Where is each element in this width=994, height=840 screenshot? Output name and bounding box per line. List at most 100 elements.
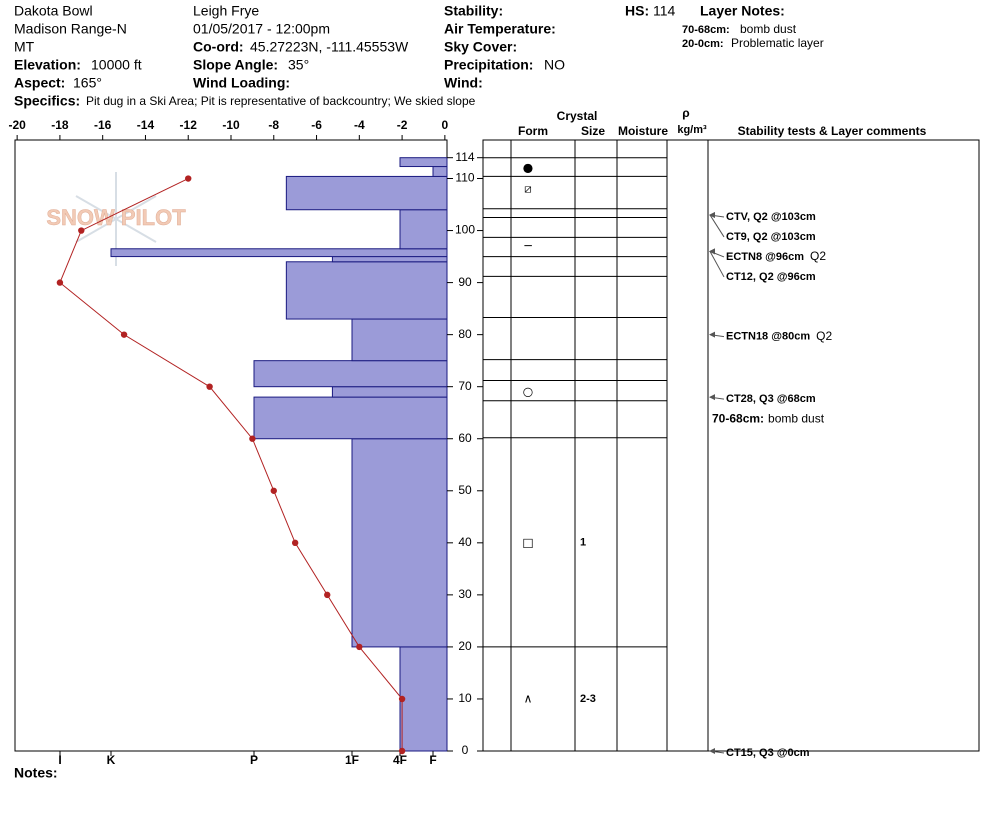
field-label: Specifics: bbox=[14, 93, 80, 109]
note-text: Problematic layer bbox=[731, 36, 824, 50]
stability-test: CT28, Q3 @68cm bbox=[726, 393, 816, 405]
hardness-bar bbox=[331, 256, 448, 263]
x-tick-label: -20 bbox=[8, 118, 26, 132]
y-tick-label: 70 bbox=[458, 379, 472, 393]
field-label: Co-ord: bbox=[193, 39, 244, 55]
field-label: Aspect: bbox=[14, 75, 65, 91]
hardness-bar bbox=[285, 261, 448, 320]
field-value: 114 bbox=[653, 3, 676, 19]
notes-label: Notes: bbox=[14, 765, 58, 781]
hardness-tick-label: 1F bbox=[345, 753, 359, 767]
layer-panel bbox=[482, 139, 980, 752]
field-value: 10000 ft bbox=[91, 57, 142, 73]
hardness-tick-label: K bbox=[107, 753, 116, 767]
field-label: Layer Notes: bbox=[700, 3, 785, 19]
field-value: 165° bbox=[73, 75, 102, 91]
arrow-head bbox=[709, 394, 715, 401]
column-header: Moisture bbox=[618, 124, 668, 138]
column-header: kg/m³ bbox=[677, 124, 707, 136]
x-tick-label: -4 bbox=[354, 118, 365, 132]
crystal-form: ∧ bbox=[524, 691, 533, 705]
x-tick-label: 0 bbox=[442, 118, 449, 132]
test-quality: Q2 bbox=[810, 249, 826, 263]
temperature-point bbox=[270, 487, 277, 494]
comment-range: 70-68cm: bbox=[712, 411, 764, 425]
x-tick-label: -14 bbox=[137, 118, 155, 132]
state: MT bbox=[14, 39, 35, 55]
observer: Leigh Frye bbox=[193, 3, 259, 19]
test-arrow bbox=[709, 214, 725, 238]
field-label: Sky Cover: bbox=[444, 39, 517, 55]
crystal-form: ⧄ bbox=[524, 181, 532, 195]
column-header: Crystal bbox=[557, 109, 598, 123]
note-text: bomb dust bbox=[740, 22, 797, 36]
note-range: 20-0cm: bbox=[682, 38, 724, 50]
field-label: HS: bbox=[625, 3, 649, 19]
hardness-bar bbox=[399, 209, 448, 250]
test-arrow bbox=[709, 251, 725, 278]
x-tick-label: -8 bbox=[268, 118, 279, 132]
stability-test: CT12, Q2 @96cm bbox=[726, 271, 816, 283]
header: Dakota Bowl Madison Range-N MT Elevation… bbox=[14, 3, 824, 109]
location: Dakota Bowl bbox=[14, 3, 93, 19]
hardness-tick-label: P bbox=[250, 753, 258, 767]
field-value: 45.27223N, -111.45553W bbox=[250, 39, 409, 55]
y-tick-label: 90 bbox=[458, 275, 472, 289]
y-tick-label: 110 bbox=[455, 171, 474, 185]
hardness-tick-label: I bbox=[58, 753, 61, 767]
temperature-point bbox=[206, 383, 213, 390]
y-tick-label: 40 bbox=[458, 535, 472, 549]
logo-text: SNOW PILOT bbox=[46, 205, 186, 230]
temperature-point bbox=[78, 227, 85, 234]
field-label: Air Temperature: bbox=[444, 21, 556, 37]
hardness-bar bbox=[253, 396, 448, 440]
datetime: 01/05/2017 - 12:00pm bbox=[193, 21, 330, 37]
crystal-form: ● bbox=[523, 161, 533, 175]
temperature-point bbox=[291, 539, 299, 547]
column-header: Size bbox=[581, 124, 605, 138]
hardness-tick-label: F bbox=[429, 753, 436, 767]
x-tick-label: -6 bbox=[311, 118, 322, 132]
y-tick-label: 0 bbox=[462, 743, 469, 757]
temperature-line bbox=[59, 178, 403, 751]
stability-test: CTV, Q2 @103cm bbox=[726, 211, 816, 223]
temperature-point bbox=[185, 175, 192, 182]
crystal-form: ○ bbox=[523, 384, 533, 398]
hardness-tick-label: 4F bbox=[393, 753, 407, 767]
crystal-form: □ bbox=[522, 535, 533, 549]
column-header: Form bbox=[518, 124, 548, 138]
hardness-bar bbox=[399, 157, 448, 168]
y-tick-label: 20 bbox=[458, 639, 472, 653]
x-tick-label: -12 bbox=[180, 118, 198, 132]
arrow-head bbox=[709, 331, 715, 338]
field-label: Wind Loading: bbox=[193, 75, 290, 91]
y-tick-label: 10 bbox=[458, 691, 472, 705]
crystal-size: 2-3 bbox=[580, 693, 596, 705]
test-quality: Q2 bbox=[816, 329, 832, 343]
field-value: 35° bbox=[288, 57, 309, 73]
temperature-point bbox=[398, 747, 406, 755]
y-tick-label: 30 bbox=[458, 587, 472, 601]
temperature-point bbox=[324, 591, 331, 599]
x-tick-label: -10 bbox=[222, 118, 240, 132]
temperature-point bbox=[56, 279, 64, 286]
hardness-bar bbox=[253, 360, 448, 388]
temperature-point bbox=[398, 695, 406, 703]
column-header: Stability tests & Layer comments bbox=[738, 124, 927, 138]
hardness-bar bbox=[331, 386, 448, 398]
x-tick-label: -2 bbox=[397, 118, 408, 132]
y-tick-label: 60 bbox=[458, 431, 472, 445]
hardness-bar bbox=[432, 166, 448, 177]
hardness-bar bbox=[285, 175, 448, 211]
column-headers: Crystal Form Size Moisture ρ kg/m³ Stabi… bbox=[518, 106, 927, 138]
stability-test: CT15, Q3 @0cm bbox=[726, 747, 810, 759]
x-tick-label: -16 bbox=[94, 118, 112, 132]
temperature-point bbox=[249, 435, 256, 442]
hardness-bar bbox=[399, 646, 448, 752]
arrow-head bbox=[709, 748, 715, 754]
comment-text: bomb dust bbox=[768, 411, 825, 425]
temperature-point bbox=[356, 643, 363, 651]
stability-test: CT9, Q2 @103cm bbox=[726, 231, 816, 243]
range: Madison Range-N bbox=[14, 21, 127, 37]
